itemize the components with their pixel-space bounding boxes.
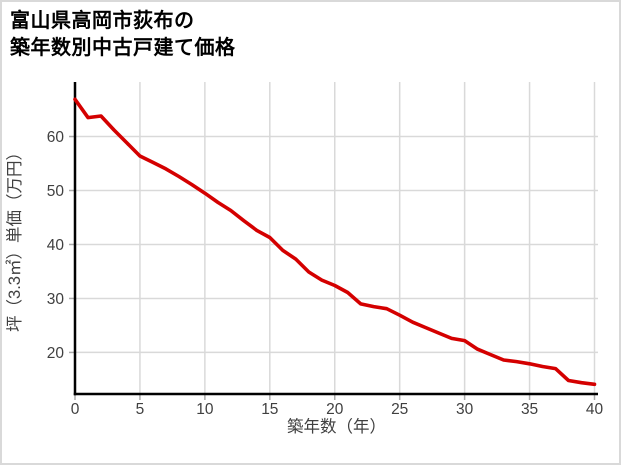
y-tick-label: 60 [47, 129, 65, 146]
x-axis-title: 築年数（年） [287, 417, 386, 436]
x-tick-label: 35 [521, 401, 538, 418]
y-tick-label: 20 [47, 345, 65, 362]
x-tick-label: 5 [136, 401, 145, 418]
y-tick-label: 40 [47, 237, 65, 254]
chart-title: 富山県高岡市荻布の 築年数別中古戸建て価格 [10, 8, 236, 62]
y-axis-title: 坪（3.3㎡）単価（万円） [5, 144, 24, 332]
x-tick-label: 25 [391, 401, 408, 418]
x-tick-label: 15 [261, 401, 278, 418]
chart-title-line2: 築年数別中古戸建て価格 [10, 37, 236, 59]
x-tick-label: 30 [456, 401, 474, 418]
y-tick-label: 50 [47, 183, 65, 200]
price-line [73, 97, 597, 387]
x-tick-label: 0 [71, 401, 80, 418]
x-tick-label: 10 [196, 401, 214, 418]
x-tick-label: 20 [326, 401, 344, 418]
y-tick-label: 30 [47, 291, 65, 308]
chart-title-line1: 富山県高岡市荻布の [10, 10, 195, 32]
x-tick-label: 40 [586, 401, 604, 418]
